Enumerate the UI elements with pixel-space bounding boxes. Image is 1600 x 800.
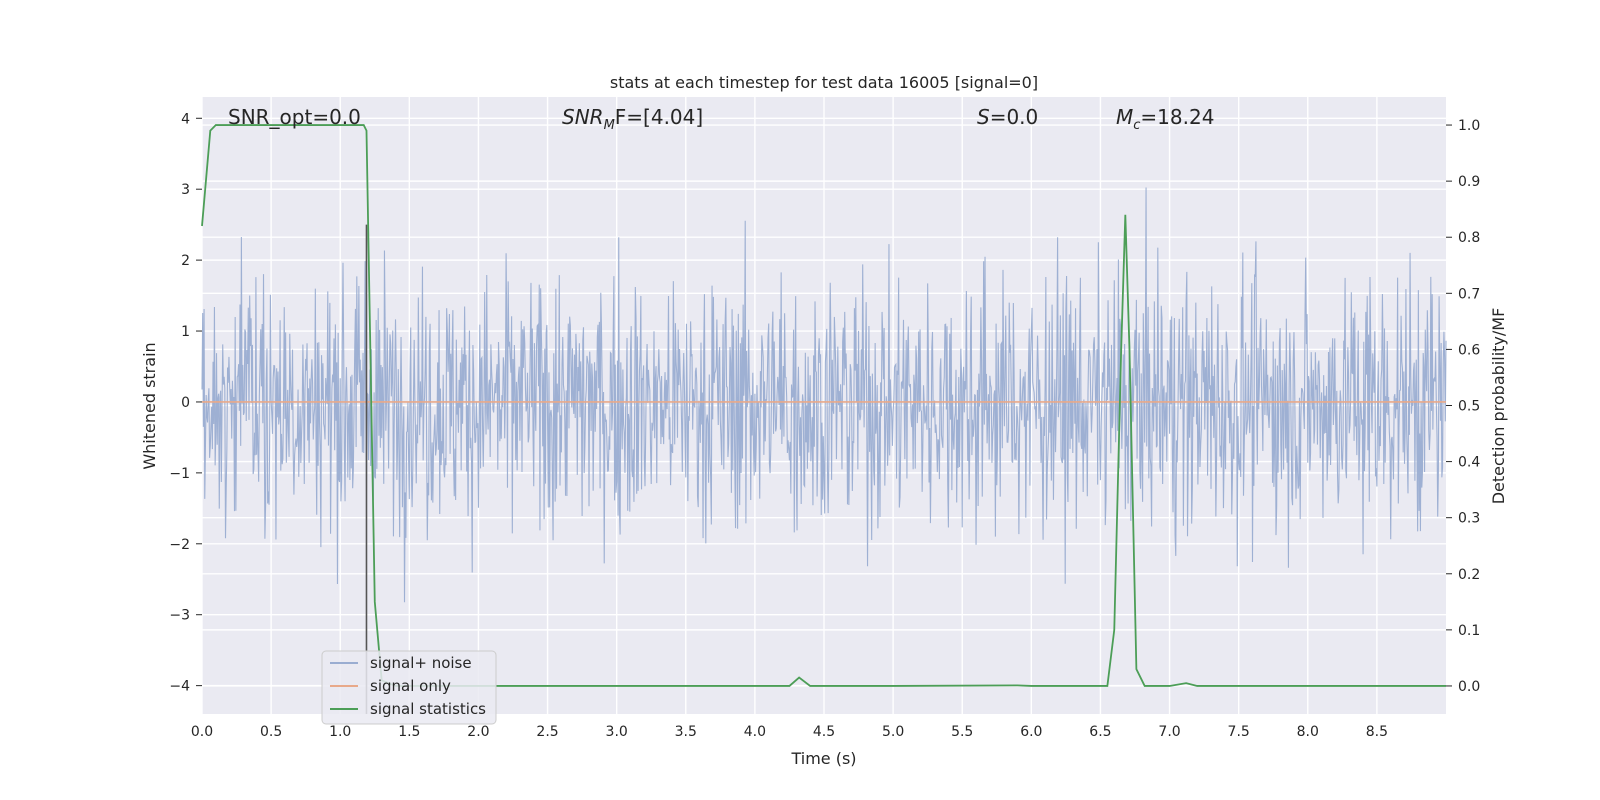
x-tick-label: 3.0 (606, 724, 628, 740)
y-right-tick-label: 0.2 (1458, 567, 1480, 583)
y-right-tick-label: 0.9 (1458, 174, 1480, 190)
y-right-tick-label: 0.1 (1458, 623, 1480, 639)
series-signal-noise (201, 187, 1447, 603)
x-tick-label: 8.0 (1297, 724, 1319, 740)
snr-mf-rest: F=[4.04] (615, 105, 703, 129)
snr-mf-subscript: M (604, 118, 615, 133)
x-tick-label: 5.0 (882, 724, 904, 740)
x-tick-label: 3.5 (675, 724, 697, 740)
y-left-tick-label: −3 (169, 608, 190, 624)
y-left-tick-label: 4 (181, 111, 190, 127)
x-tick-label: 1.0 (329, 724, 351, 740)
legend-label-signal-statistics: signal statistics (370, 700, 486, 718)
y-right-tick-label: 0.6 (1458, 342, 1480, 358)
y-left-tick-label: −4 (169, 679, 190, 695)
x-axis-label: Time (s) (790, 749, 856, 768)
x-tick-label: 8.5 (1366, 724, 1388, 740)
x-tick-label: 0.0 (191, 724, 213, 740)
y-left-tick-label: −2 (169, 537, 190, 553)
line-series (201, 124, 1446, 714)
mc-rest: =18.24 (1140, 105, 1214, 129)
annotation-snr-opt: SNR_opt=0.0 (228, 105, 361, 129)
chart-title: stats at each timestep for test data 160… (610, 73, 1038, 92)
annotation-s: S=0.0 (977, 105, 1038, 129)
y-right-tick-label: 0.0 (1458, 679, 1480, 695)
y-left-tick-label: −1 (169, 466, 190, 482)
ticks: 0.0 0.5 1.0 1.5 2.0 2.5 3.0 3.5 4.0 4.5 5.0 5.5 6.0 6… (169, 111, 1480, 740)
y-left-tick-label: 1 (181, 324, 190, 340)
y-right-tick-label: 0.8 (1458, 230, 1480, 246)
x-tick-label: 5.5 (951, 724, 973, 740)
x-tick-label: 2.5 (536, 724, 558, 740)
mc-symbol: M (1116, 105, 1133, 129)
x-tick-label: 1.5 (398, 724, 420, 740)
legend: signal+ noise signal only signal statist… (321, 650, 497, 725)
s-symbol: S (977, 105, 990, 129)
y-right-tick-label: 0.4 (1458, 455, 1480, 471)
x-tick-label: 2.0 (467, 724, 489, 740)
grid (201, 97, 1446, 714)
y-right-tick-label: 0.3 (1458, 511, 1480, 527)
x-tick-label: 7.5 (1228, 724, 1250, 740)
y-axis-left-label: Whitened strain (140, 342, 159, 469)
y-left-tick-label: 3 (181, 182, 190, 198)
annotation-snr-mf: SNRMF=[4.04] (562, 105, 703, 133)
legend-box (321, 650, 497, 725)
legend-label-signal-only: signal only (370, 677, 451, 695)
snr-mf-symbol: SNR (562, 105, 604, 129)
y-axis-right-label: Detection probability/MF (1489, 308, 1508, 505)
mc-subscript: c (1133, 118, 1140, 133)
legend-label-signal-noise: signal+ noise (370, 654, 472, 672)
annotation-mc: Mc=18.24 (1116, 105, 1214, 133)
series-signal-statistics (201, 124, 1446, 687)
x-tick-label: 0.5 (260, 724, 282, 740)
y-right-tick-label: 1.0 (1458, 118, 1480, 134)
y-left-tick-label: 0 (181, 395, 190, 411)
x-tick-label: 7.0 (1158, 724, 1180, 740)
x-tick-label: 4.5 (813, 724, 835, 740)
x-tick-label: 6.5 (1089, 724, 1111, 740)
y-right-tick-label: 0.5 (1458, 399, 1480, 415)
noise-series (201, 187, 1447, 603)
y-right-tick-label: 0.7 (1458, 286, 1480, 302)
y-left-tick-label: 2 (181, 253, 190, 269)
s-rest: =0.0 (990, 105, 1039, 129)
x-tick-label: 6.0 (1020, 724, 1042, 740)
x-tick-label: 4.0 (744, 724, 766, 740)
